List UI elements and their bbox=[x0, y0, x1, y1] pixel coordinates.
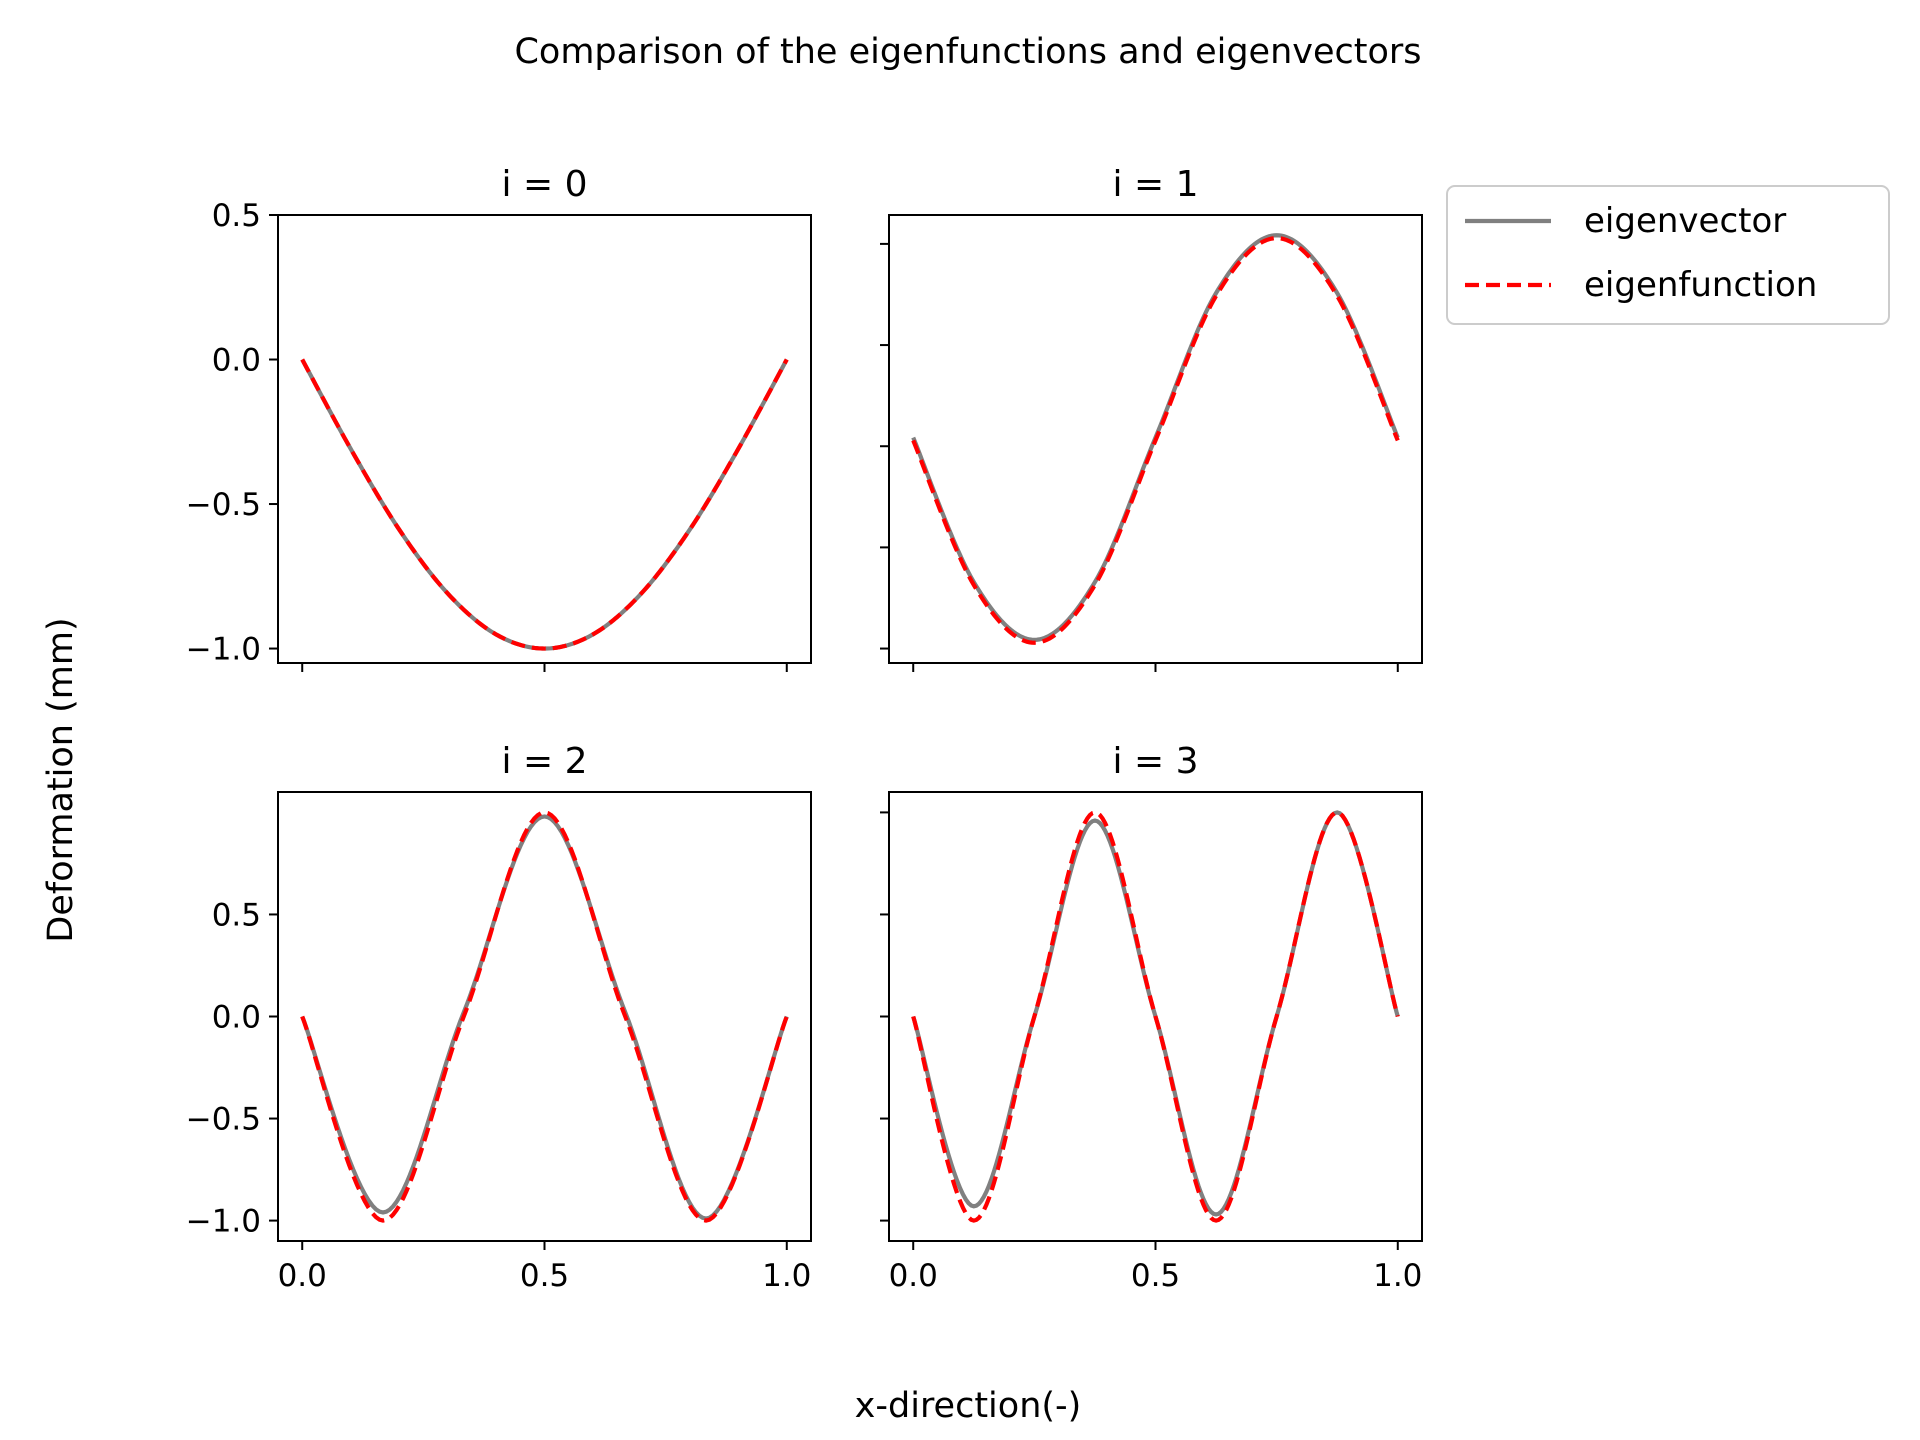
subplot-1: i = 1 bbox=[880, 164, 1423, 672]
series-line-eigenfunction bbox=[911, 810, 1400, 1223]
subplot-2: i = 2 0.0 0.5 1.0 −1.0 −0.5 0.0 0.5 bbox=[186, 741, 812, 1294]
subplot-title: i = 2 bbox=[502, 741, 588, 782]
y-tick-label: −0.5 bbox=[186, 487, 261, 523]
x-tick-label: 0.0 bbox=[889, 1258, 938, 1294]
legend-box bbox=[1446, 185, 1890, 325]
subplot-3: i = 3 0.0 0.5 1.0 bbox=[880, 741, 1423, 1294]
subplot-title: i = 1 bbox=[1113, 164, 1199, 205]
figure-title: Comparison of the eigenfunctions and eig… bbox=[514, 32, 1421, 72]
legend: eigenvector eigenfunction bbox=[1446, 185, 1890, 325]
legend-label-eigenfunction: eigenfunction bbox=[1584, 265, 1817, 305]
subplot-title: i = 3 bbox=[1113, 741, 1199, 782]
series-line-eigenfunction bbox=[300, 810, 789, 1223]
x-tick-label: 0.0 bbox=[278, 1258, 327, 1294]
x-tick-label: 0.5 bbox=[1131, 1258, 1180, 1294]
y-tick-label: −1.0 bbox=[186, 1204, 261, 1240]
subplot-0: i = 0 −1.0 −0.5 0.0 0.5 bbox=[186, 164, 812, 672]
subplot-grid: i = 0 −1.0 −0.5 0.0 0.5 i = 1 i = 2 0.0 0.5 1.0 −1… bbox=[186, 164, 1423, 1294]
y-tick-label: −0.5 bbox=[186, 1102, 261, 1138]
x-axis-label: x-direction(-) bbox=[855, 1386, 1082, 1426]
y-tick-label: 0.0 bbox=[212, 1000, 261, 1036]
y-tick-label: 0.0 bbox=[212, 343, 261, 379]
x-tick-label: 1.0 bbox=[762, 1258, 811, 1294]
subplot-title: i = 0 bbox=[502, 164, 588, 205]
series-line-eigenfunction bbox=[911, 236, 1400, 645]
y-tick-label: 0.5 bbox=[212, 897, 261, 933]
x-tick-label: 1.0 bbox=[1373, 1258, 1422, 1294]
x-tick-label: 0.5 bbox=[520, 1258, 569, 1294]
y-tick-label: 0.5 bbox=[212, 198, 261, 234]
y-axis-label: Deformation (mm) bbox=[41, 617, 81, 942]
series-line-eigenfunction bbox=[300, 358, 789, 651]
y-tick-label: −1.0 bbox=[186, 632, 261, 668]
legend-label-eigenvector: eigenvector bbox=[1584, 201, 1786, 241]
